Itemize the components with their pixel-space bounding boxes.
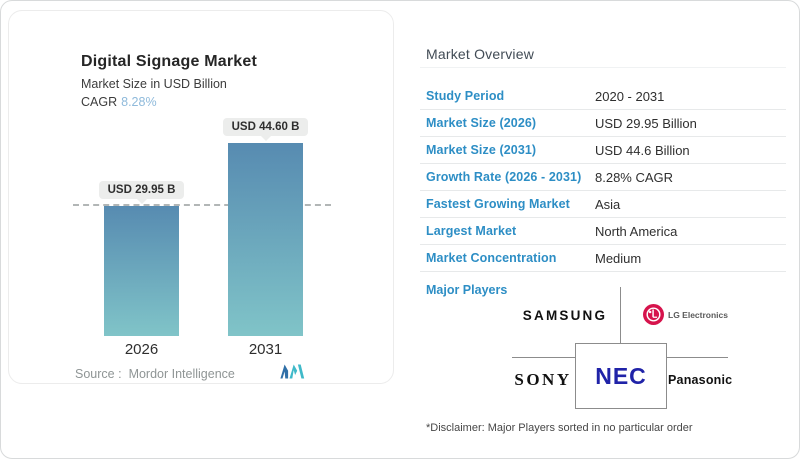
table-row: Fastest Growing Market Asia <box>420 191 786 218</box>
panel-heading: Market Overview <box>426 46 535 62</box>
market-overview-panel: Market Overview Study Period 2020 - 2031… <box>420 40 786 450</box>
row-label: Study Period <box>426 89 505 103</box>
source-attribution: Source : Mordor Intelligence <box>75 367 235 381</box>
bar-value-label-2026: USD 29.95 B <box>98 181 185 199</box>
row-label: Fastest Growing Market <box>426 197 570 211</box>
sony-logo: SONY <box>514 370 572 389</box>
table-row: Largest Market North America <box>420 218 786 245</box>
row-value: Medium <box>595 250 642 266</box>
row-value: North America <box>595 223 678 239</box>
bar-chart: USD 29.95 B USD 44.60 B 2026 2031 <box>9 11 393 383</box>
bar-group-2031: USD 44.60 B <box>222 118 309 336</box>
mordor-intelligence-logo-icon <box>280 364 305 379</box>
table-row: Market Size (2031) USD 44.6 Billion <box>420 137 786 164</box>
cagr-label: CAGR <box>81 95 118 109</box>
chart-subtitle: Market Size in USD Billion <box>81 77 227 91</box>
nec-logo-box: NEC <box>575 343 667 409</box>
major-players-label: Major Players <box>426 283 508 297</box>
row-value: USD 29.95 Billion <box>595 115 697 131</box>
disclaimer-text: *Disclaimer: Major Players sorted in no … <box>426 422 693 434</box>
bar-2031 <box>228 143 303 336</box>
lg-symbol-icon <box>643 304 664 325</box>
lg-electronics-wordmark: LG Electronics <box>668 309 728 320</box>
row-label: Growth Rate (2026 - 2031) <box>426 170 582 184</box>
source-value: Mordor Intelligence <box>128 367 235 381</box>
chart-cagr: CAGR 8.28% <box>81 95 157 109</box>
lg-electronics-logo: LG Electronics <box>643 304 728 325</box>
row-value: Asia <box>595 196 621 212</box>
reference-dashed-line <box>73 204 331 206</box>
x-tick-2026: 2026 <box>124 341 159 358</box>
chart-card: Digital Signage Market Market Size in US… <box>8 10 394 384</box>
bar-group-2026: USD 29.95 B <box>98 181 185 336</box>
row-value: 8.28% CAGR <box>595 169 674 185</box>
table-row: Market Size (2026) USD 29.95 Billion <box>420 110 786 137</box>
diagram-vertical-connector <box>620 287 621 343</box>
table-row: Market Concentration Medium <box>420 245 786 272</box>
x-tick-2031: 2031 <box>248 341 283 358</box>
row-label: Largest Market <box>426 224 517 238</box>
bar-2026 <box>104 206 179 336</box>
row-label: Market Size (2031) <box>426 143 537 157</box>
overview-table: Study Period 2020 - 2031 Market Size (20… <box>420 83 786 272</box>
cagr-value: 8.28% <box>121 95 157 109</box>
row-value: USD 44.6 Billion <box>595 142 690 158</box>
table-row: Growth Rate (2026 - 2031) 8.28% CAGR <box>420 164 786 191</box>
row-label: Market Concentration <box>426 251 557 265</box>
row-value: 2020 - 2031 <box>595 88 665 104</box>
samsung-logo: SAMSUNG <box>522 308 608 323</box>
row-label: Market Size (2026) <box>426 116 537 130</box>
source-label: Source : <box>75 367 122 381</box>
bar-value-label-2031: USD 44.60 B <box>222 118 309 136</box>
pill-caret-icon <box>260 136 271 141</box>
pill-caret-icon <box>136 199 147 204</box>
table-row: Study Period 2020 - 2031 <box>420 83 786 110</box>
chart-title: Digital Signage Market <box>81 53 257 70</box>
heading-divider <box>420 67 786 68</box>
nec-wordmark: NEC <box>595 362 647 389</box>
panasonic-logo: Panasonic <box>668 373 733 387</box>
